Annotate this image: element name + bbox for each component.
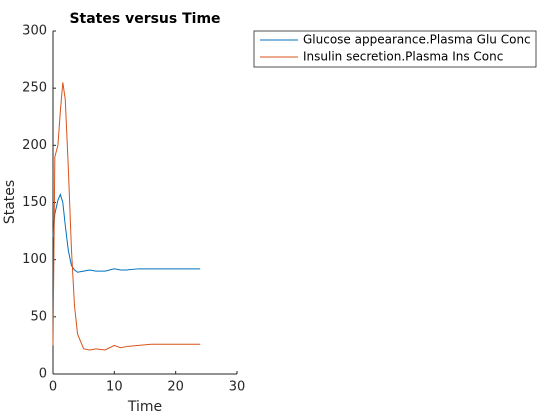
legend-label: Glucose appearance.Plasma Glu Conc	[303, 33, 531, 47]
y-tick-label: 300	[22, 24, 47, 39]
y-tick-label: 150	[22, 195, 47, 210]
y-axis-label: States	[2, 180, 18, 224]
x-tick-label: 0	[49, 380, 57, 395]
chart-title: States versus Time	[69, 11, 220, 27]
y-tick-label: 100	[22, 252, 47, 267]
x-tick-label: 10	[106, 380, 123, 395]
y-tick-label: 200	[22, 138, 47, 153]
series-line	[52, 193, 201, 273]
y-tick-label: 0	[39, 367, 47, 382]
x-axis-label: Time	[127, 399, 162, 415]
x-tick-label: 30	[229, 380, 246, 395]
y-tick-label: 250	[22, 81, 47, 96]
legend-label: Insulin secretion.Plasma Ins Conc	[303, 50, 503, 64]
series-line	[52, 82, 201, 351]
x-tick-label: 20	[167, 380, 184, 395]
y-tick-label: 50	[30, 309, 47, 324]
legend-box	[253, 30, 537, 68]
